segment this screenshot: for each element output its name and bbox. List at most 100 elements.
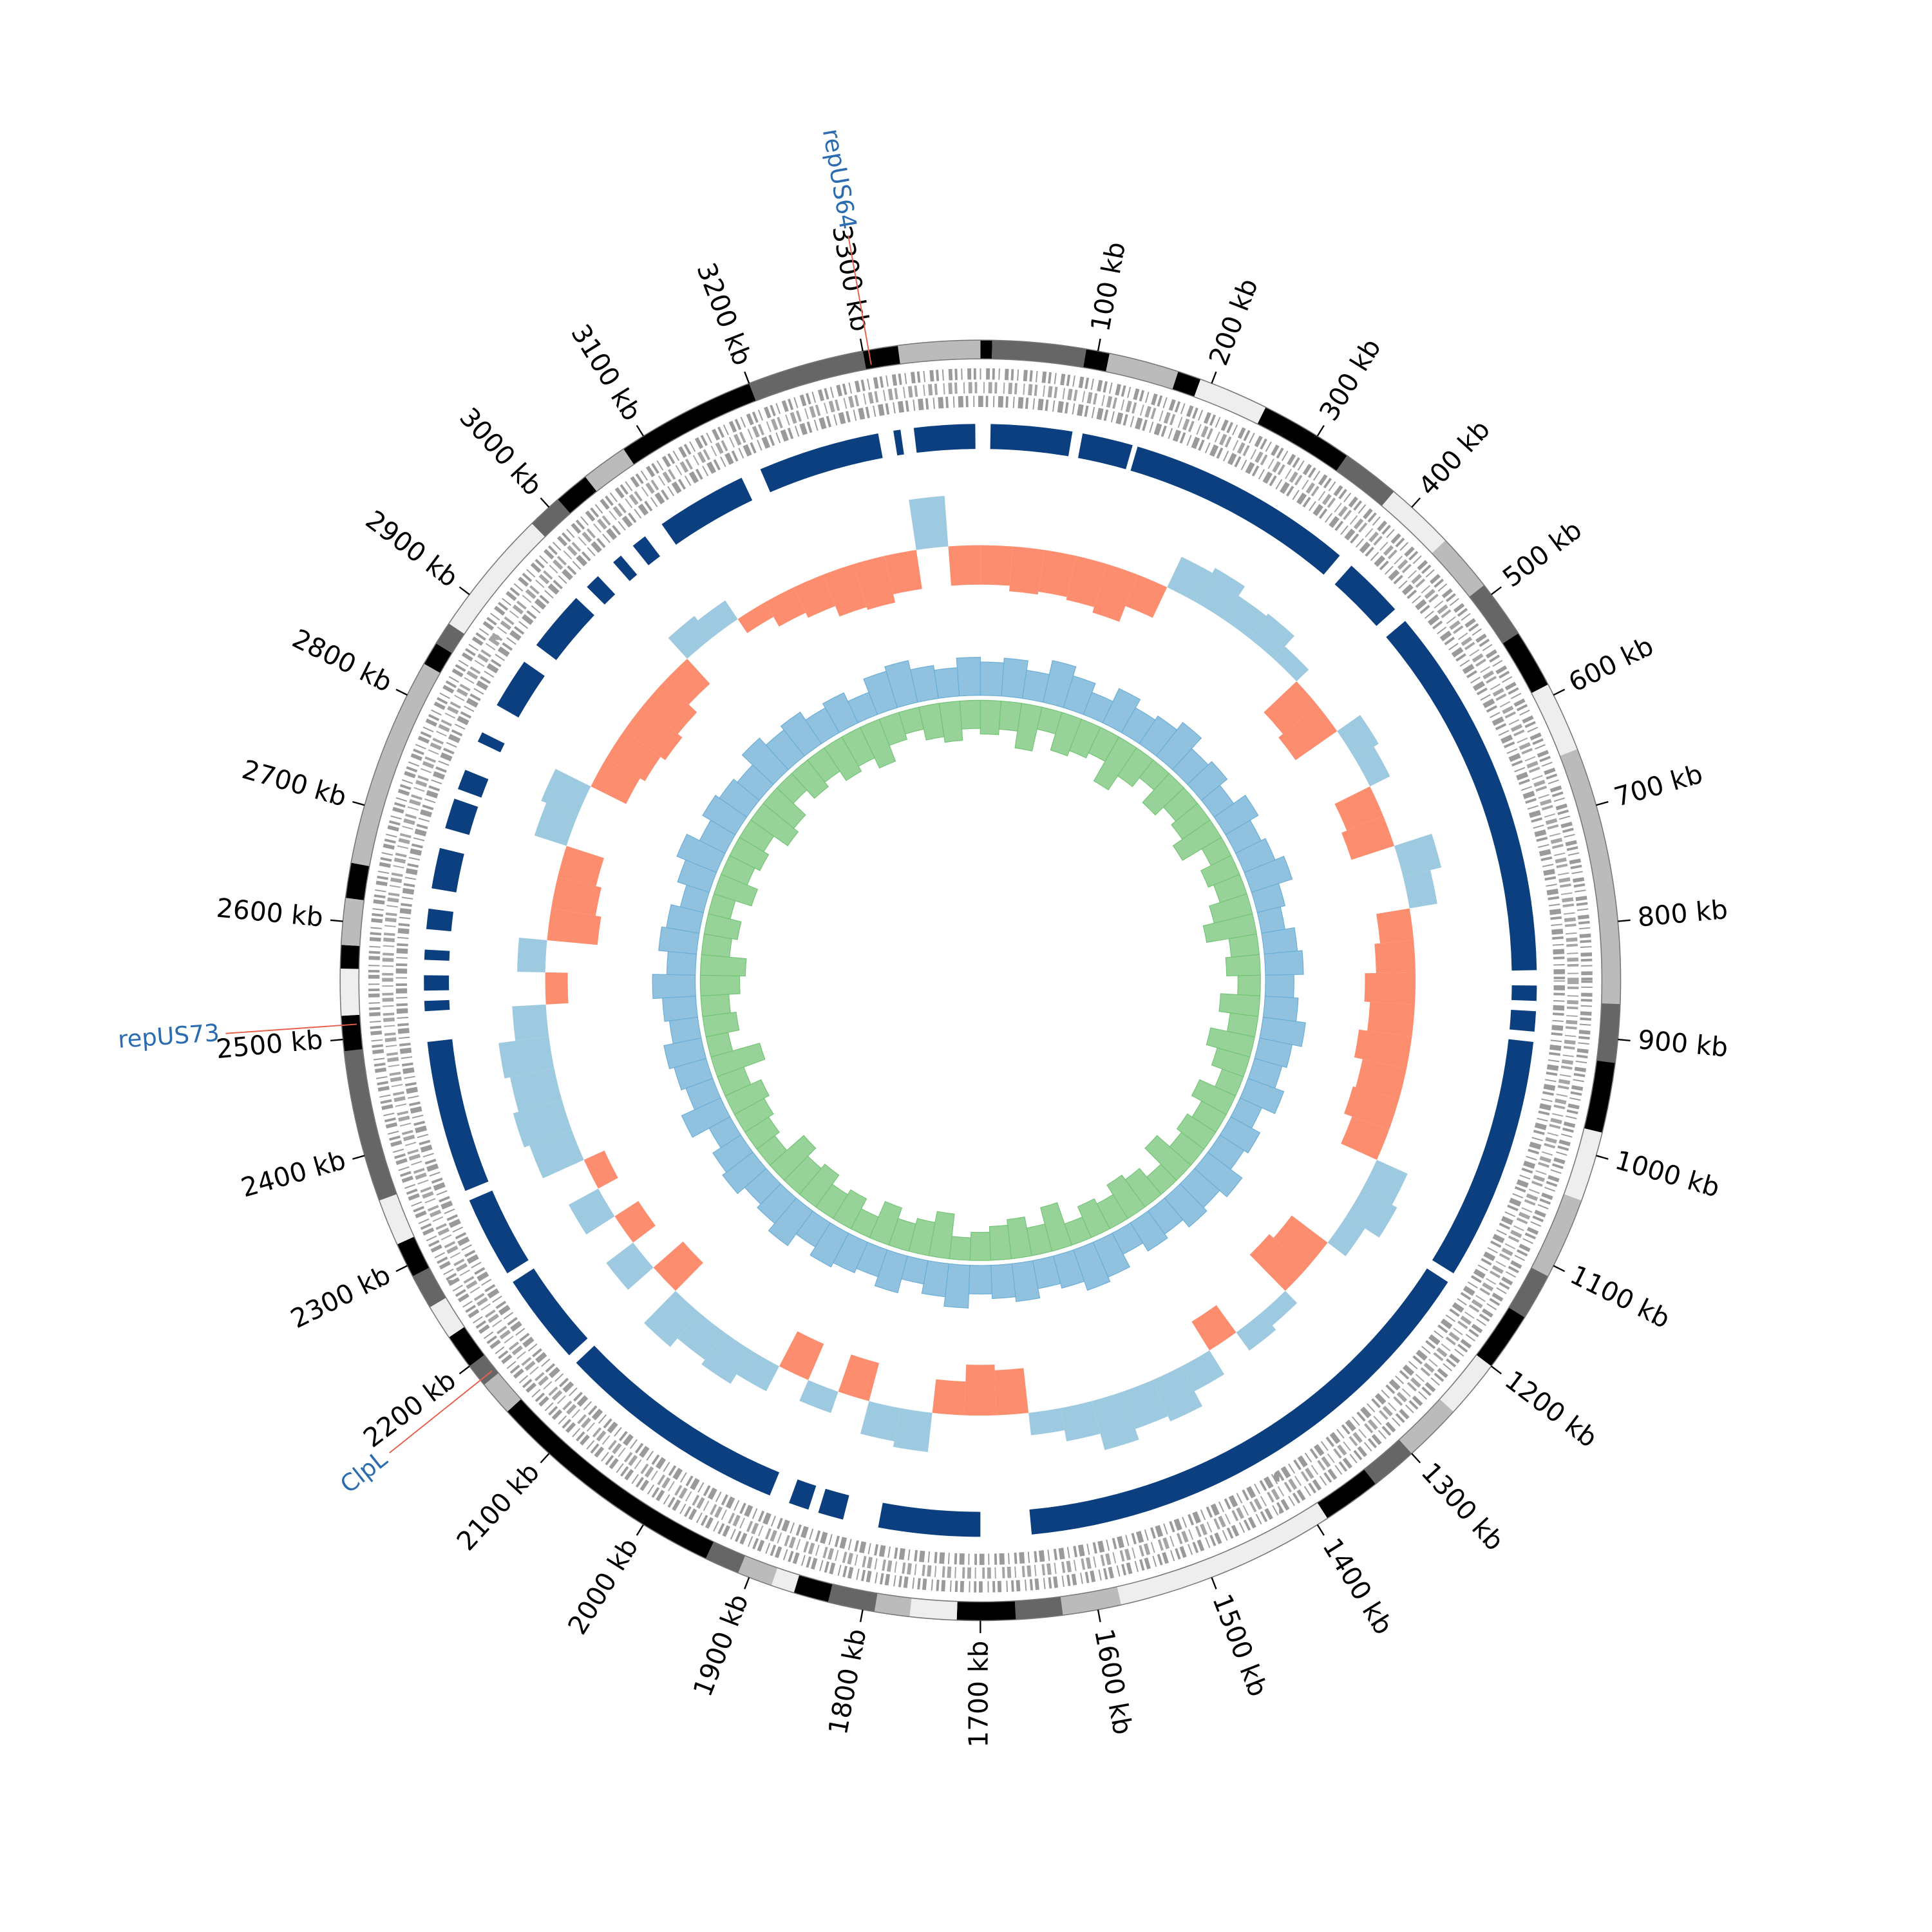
coverage-block — [1334, 565, 1396, 627]
ideogram-band — [909, 1598, 958, 1620]
skew-bar — [1060, 1401, 1101, 1442]
ideogram-band — [1596, 1003, 1620, 1063]
content-bar — [1068, 718, 1101, 759]
skew-bar — [1354, 746, 1390, 787]
skew-bar — [980, 545, 1013, 586]
skew-bar — [823, 564, 867, 617]
coverage-block — [661, 477, 753, 545]
skew-bar — [1167, 556, 1213, 603]
content-bar — [1077, 1198, 1111, 1238]
skew-bar — [1346, 1188, 1397, 1238]
ideogram-band — [1364, 1439, 1412, 1484]
skew-bar — [697, 600, 738, 638]
tick-mark — [352, 1155, 365, 1160]
skew-bar — [1354, 1029, 1412, 1068]
ideogram-band — [340, 945, 360, 969]
content-bar — [713, 873, 759, 907]
skew-bar — [1394, 833, 1442, 877]
ideogram-band — [341, 898, 365, 946]
coverage-block — [536, 598, 594, 661]
coverage-block — [445, 799, 478, 835]
skew-bar — [1092, 564, 1138, 622]
content-bar — [710, 1043, 766, 1077]
skew-bar — [737, 602, 774, 634]
content-bar — [1218, 993, 1261, 1018]
ideogram-band — [862, 345, 900, 370]
coverage-block — [424, 975, 450, 991]
skew-bar — [1278, 705, 1338, 761]
ideogram-band — [898, 340, 981, 365]
ideogram-band — [1014, 1596, 1063, 1620]
skew-bar — [884, 549, 922, 594]
ideogram-band — [1381, 491, 1446, 554]
content-bar — [1206, 1027, 1256, 1058]
ideogram-band — [1584, 1060, 1616, 1133]
content-bar — [1050, 712, 1083, 757]
ideogram-band — [507, 1399, 714, 1559]
ideogram-band — [1564, 1128, 1602, 1201]
skew-bar — [534, 802, 578, 846]
tick-mark — [1211, 1577, 1217, 1589]
content-bar — [699, 954, 747, 977]
skew-bar — [1066, 556, 1108, 607]
content-bar — [1211, 1047, 1251, 1077]
ideogram-band — [1531, 684, 1578, 756]
skew-bar — [853, 556, 896, 610]
skew-bar — [512, 1004, 549, 1041]
skew-bar — [1191, 1305, 1236, 1350]
skew-bar — [643, 681, 697, 734]
ideogram-band — [484, 1372, 522, 1412]
tick-mark — [459, 586, 470, 596]
coverage-block — [477, 732, 505, 753]
skew-bar — [1122, 1379, 1168, 1429]
content-bar — [699, 974, 741, 997]
skew-bar — [793, 574, 836, 618]
ideogram-band — [1257, 407, 1347, 471]
ideogram-band — [1317, 1469, 1376, 1519]
content-bar — [1007, 1217, 1032, 1260]
ideogram-band — [1194, 379, 1266, 424]
skew-bar — [1223, 596, 1267, 638]
content-bar — [1040, 1202, 1073, 1252]
content-bar — [1014, 703, 1043, 752]
skew-bar — [893, 1408, 933, 1452]
ideogram-band — [345, 862, 370, 900]
ideogram-band — [344, 1049, 397, 1201]
ideogram-band — [397, 1236, 430, 1276]
tick-mark — [352, 800, 365, 806]
tick-mark — [1490, 586, 1502, 596]
skew-bar — [643, 1291, 699, 1347]
skew-bar — [1038, 549, 1076, 598]
ideogram-band — [738, 1555, 778, 1586]
content-bar — [1144, 1135, 1191, 1181]
content-bar — [938, 700, 963, 743]
ideogram-band — [956, 1600, 1016, 1621]
tick-mark — [1211, 371, 1217, 384]
tick-mark — [540, 497, 550, 508]
skew-bar — [1152, 1366, 1202, 1422]
ideogram-band — [1439, 1354, 1492, 1412]
content-bar — [980, 699, 1002, 735]
ideogram-band — [424, 643, 452, 673]
content-bar — [1142, 773, 1185, 816]
content-bar — [956, 656, 981, 697]
ideogram-band — [558, 477, 597, 514]
coverage-block — [1432, 1039, 1534, 1274]
content-bar — [750, 802, 799, 847]
tick-mark — [859, 338, 864, 352]
ideogram-band — [992, 340, 1086, 368]
skew-bar — [1181, 1350, 1225, 1392]
content-bar — [969, 1231, 992, 1261]
skew-bar — [1249, 1234, 1308, 1291]
content-bar — [1093, 736, 1137, 791]
tick-mark — [1618, 919, 1631, 922]
skew-bar — [1261, 1291, 1298, 1326]
skew-bar — [551, 876, 601, 916]
content-bar — [724, 1079, 770, 1115]
skew-bar — [558, 846, 604, 887]
skew-bar — [591, 758, 640, 804]
ideogram-band — [1432, 540, 1484, 597]
skew-bar — [510, 1068, 562, 1112]
content-bar — [791, 759, 829, 799]
